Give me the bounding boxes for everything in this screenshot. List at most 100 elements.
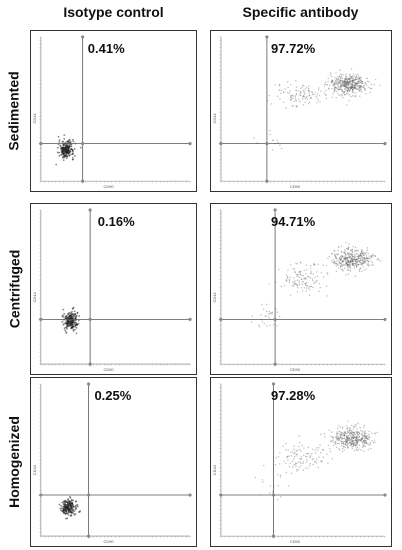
data-point <box>348 77 351 80</box>
data-point <box>347 269 349 271</box>
data-point <box>356 73 359 76</box>
data-point <box>353 84 356 87</box>
data-point <box>347 83 349 86</box>
data-point <box>307 287 310 289</box>
data-point <box>339 81 341 83</box>
data-point <box>374 441 376 444</box>
data-point <box>352 260 354 263</box>
data-point <box>283 101 285 103</box>
data-point <box>296 106 299 108</box>
data-point <box>342 442 344 445</box>
data-point <box>280 496 282 498</box>
data-point <box>75 332 78 335</box>
data-point <box>351 262 354 264</box>
data-point <box>341 95 343 97</box>
data-point <box>318 283 320 285</box>
data-point <box>55 163 58 166</box>
data-point <box>296 273 299 276</box>
data-point <box>362 260 365 263</box>
data-point <box>351 77 353 79</box>
data-point <box>371 254 374 257</box>
data-point <box>63 327 66 330</box>
data-point <box>327 462 329 464</box>
data-point <box>351 248 354 251</box>
data-point <box>346 436 348 438</box>
data-point <box>323 276 325 278</box>
data-point <box>348 78 350 81</box>
data-point <box>358 80 360 82</box>
data-point <box>349 87 352 89</box>
data-point <box>352 79 354 81</box>
data-point <box>299 270 301 273</box>
data-point <box>351 89 354 92</box>
data-point <box>348 255 350 258</box>
data-point <box>344 83 346 85</box>
data-point <box>341 440 343 443</box>
data-point <box>354 439 356 441</box>
row-label-sedimented: Sedimented <box>6 71 23 151</box>
data-point <box>305 287 308 289</box>
data-point <box>353 432 356 434</box>
data-point <box>342 445 345 448</box>
data-point <box>62 323 65 326</box>
data-point <box>355 76 357 78</box>
data-point <box>331 79 333 82</box>
data-point <box>290 96 293 98</box>
data-point <box>371 432 373 434</box>
data-point <box>268 316 270 318</box>
data-point <box>338 94 340 96</box>
data-point <box>313 282 315 285</box>
data-point <box>357 80 360 83</box>
data-point <box>346 79 348 81</box>
data-point <box>339 69 341 71</box>
data-point <box>347 83 350 85</box>
data-point <box>296 468 298 471</box>
data-point <box>355 262 357 264</box>
scatter-plot-panel: CD90 CD44 0.41% <box>30 30 197 192</box>
data-point <box>338 439 341 441</box>
data-point <box>296 284 298 286</box>
data-point <box>359 85 361 88</box>
data-point <box>69 504 72 507</box>
data-point <box>346 77 348 80</box>
data-point <box>312 264 315 266</box>
data-point <box>351 95 354 97</box>
data-point <box>77 319 80 322</box>
data-point <box>315 447 318 449</box>
data-point <box>355 438 357 440</box>
data-point <box>71 325 74 328</box>
data-point <box>332 437 335 439</box>
data-point <box>61 510 64 513</box>
data-point <box>352 426 355 428</box>
data-point <box>310 272 312 275</box>
data-point <box>359 259 362 262</box>
data-point <box>363 86 365 89</box>
data-point <box>278 463 281 465</box>
data-point <box>57 135 60 138</box>
data-point <box>341 80 344 83</box>
data-point <box>66 517 69 520</box>
data-point <box>320 460 322 463</box>
data-point <box>71 313 74 315</box>
data-point <box>339 435 341 438</box>
data-point <box>374 255 376 257</box>
data-point <box>351 91 354 93</box>
data-point <box>299 262 302 264</box>
data-point <box>363 434 365 437</box>
data-point <box>291 94 293 97</box>
data-point <box>347 430 349 432</box>
data-point <box>261 320 264 323</box>
data-point <box>347 257 349 259</box>
data-point <box>342 82 344 84</box>
gate-handle <box>87 493 91 497</box>
data-point <box>308 276 310 278</box>
data-point <box>345 262 347 264</box>
data-point <box>70 514 73 517</box>
data-point <box>362 252 364 254</box>
data-point <box>355 78 357 81</box>
data-point <box>357 422 359 425</box>
data-point <box>355 264 358 267</box>
data-point <box>343 441 345 443</box>
data-point <box>350 75 353 78</box>
